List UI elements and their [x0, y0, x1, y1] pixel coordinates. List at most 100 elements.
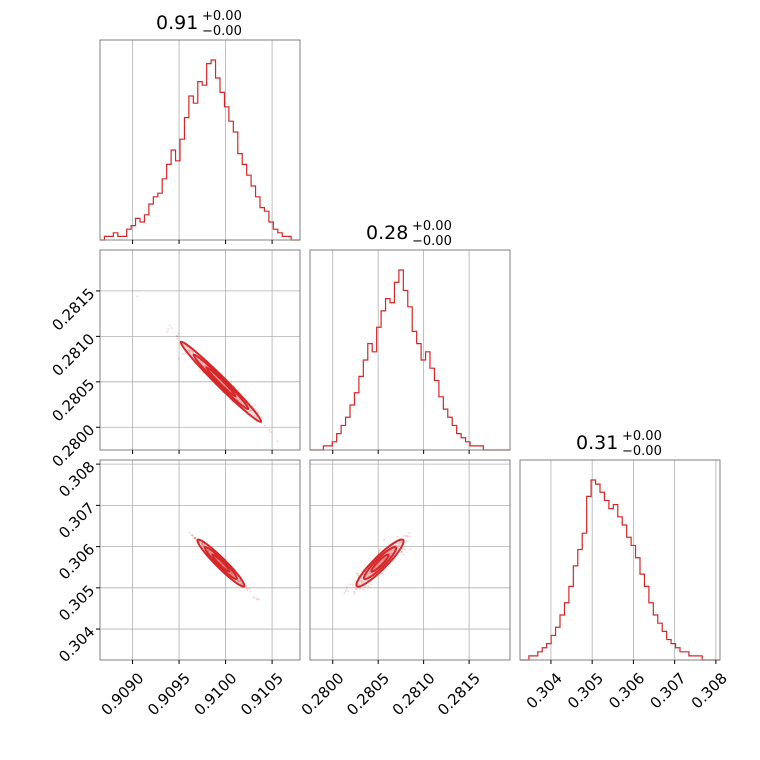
scatter-point — [177, 357, 180, 360]
scatter-point — [396, 535, 399, 538]
scatter-point — [175, 335, 178, 338]
scatter-point — [400, 541, 403, 544]
scatter-point — [200, 362, 203, 365]
histogram-step-line — [520, 479, 720, 661]
param-title-value: 0.28 — [366, 222, 408, 244]
scatter-point — [188, 349, 191, 352]
scatter-point — [363, 585, 366, 588]
scatter-point — [406, 535, 409, 538]
scatter-point — [231, 573, 234, 576]
x-tick-label-1-2: 0.2810 — [389, 669, 439, 719]
scatter-point — [378, 549, 381, 552]
scatter-point — [189, 350, 192, 353]
scatter-point — [406, 535, 409, 538]
scatter-point — [248, 410, 251, 413]
scatter-point — [191, 350, 194, 353]
scatter-point — [396, 545, 399, 548]
x-tick-label-2-1: 0.305 — [564, 669, 607, 712]
scatter-point — [237, 579, 240, 582]
scatter-point — [244, 394, 247, 397]
scatter-point — [249, 590, 252, 593]
scatter-point — [401, 550, 404, 553]
scatter-point — [254, 404, 257, 407]
x-tick-label-0-2: 0.9100 — [191, 669, 241, 719]
scatter-point — [366, 572, 369, 575]
scatter-point — [194, 536, 197, 539]
scatter-point — [351, 583, 354, 586]
x-tick-label-1-0: 0.2800 — [298, 669, 348, 719]
scatter-point — [409, 548, 412, 551]
scatter-point — [203, 543, 206, 546]
scatter-point — [237, 580, 240, 583]
scatter-point — [231, 573, 234, 576]
scatter-point — [378, 548, 381, 551]
param-title-3: 0.31 — [576, 432, 618, 454]
panel-frame — [99, 459, 301, 661]
scatter-point — [360, 580, 363, 583]
param-title-plus: +0.00 — [622, 429, 662, 444]
panel-frame — [309, 249, 511, 451]
scatter-point — [268, 428, 271, 431]
panel-frame — [309, 459, 511, 661]
scatter-point — [231, 573, 234, 576]
scatter-point — [238, 579, 241, 582]
scatter-point — [357, 583, 360, 586]
scatter-point — [252, 596, 255, 599]
scatter-point — [345, 588, 348, 591]
scatter-point — [355, 572, 358, 575]
scatter-point — [377, 550, 380, 553]
scatter-point — [168, 324, 171, 327]
scatter-point — [201, 543, 204, 546]
histogram-step-line — [100, 59, 300, 241]
scatter-point — [176, 334, 179, 337]
scatter-point — [229, 381, 232, 384]
scatter-point — [208, 551, 211, 554]
scatter-point — [201, 371, 204, 374]
param-title-minus: −0.00 — [412, 234, 452, 249]
scatter-point — [191, 534, 194, 537]
scatter-point — [390, 549, 393, 552]
scatter-point — [238, 580, 241, 583]
scatter-point — [188, 531, 191, 534]
histogram-panel-3: 0.31 +0.00−0.00 — [519, 429, 721, 664]
histogram-panel-1: 0.91 +0.00−0.00 — [99, 9, 301, 244]
scatter-panel-1 — [96, 249, 301, 454]
scatter-point — [237, 579, 240, 582]
scatter-point — [370, 583, 373, 586]
scatter-point — [358, 588, 361, 591]
x-tick-label-1-3: 0.2815 — [434, 669, 484, 719]
histogram-step-line — [310, 269, 510, 451]
histogram-panel-2: 0.28 +0.00−0.00 — [309, 219, 511, 454]
scatter-point — [206, 549, 209, 552]
x-tick-label-0-0: 0.9090 — [98, 669, 148, 719]
scatter-point — [390, 552, 393, 555]
y-tick-label-1-1: 0.2805 — [49, 375, 99, 425]
scatter-point — [189, 349, 192, 352]
scatter-point — [198, 370, 201, 373]
scatter-point — [362, 589, 365, 592]
scatter-point — [393, 547, 396, 550]
scatter-point — [400, 541, 403, 544]
scatter-point — [357, 583, 360, 586]
scatter-point — [209, 551, 212, 554]
scatter-point — [136, 295, 139, 298]
scatter-point — [349, 583, 352, 586]
x-tick-label-2-4: 0.308 — [688, 669, 731, 712]
scatter-point — [347, 590, 350, 593]
scatter-point — [188, 348, 191, 351]
scatter-point — [398, 544, 401, 547]
scatter-point — [201, 543, 204, 546]
param-title-minus: −0.00 — [202, 24, 242, 39]
x-tick-label-2-0: 0.304 — [523, 669, 566, 712]
scatter-point — [256, 598, 259, 601]
scatter-point — [353, 590, 356, 593]
scatter-point — [201, 542, 204, 545]
scatter-point — [388, 550, 391, 553]
scatter-point — [389, 552, 392, 555]
scatter-point — [236, 579, 239, 582]
scatter-point — [387, 551, 390, 554]
scatter-point — [402, 553, 405, 556]
scatter-point — [276, 440, 279, 443]
scatter-point — [409, 535, 412, 538]
